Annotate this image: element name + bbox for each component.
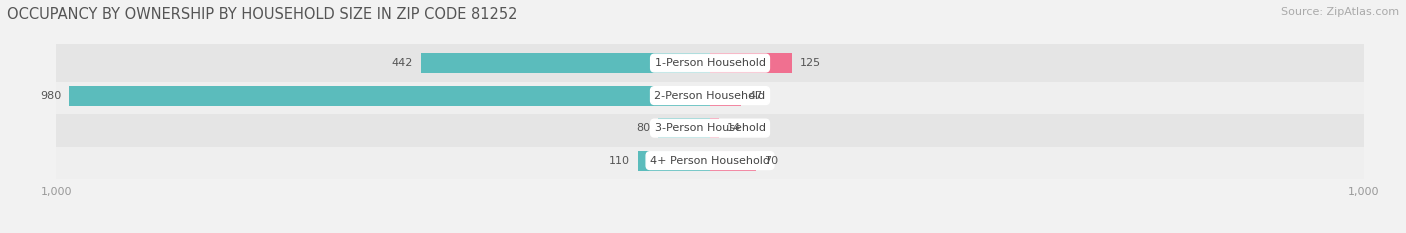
Bar [638,151,710,171]
Bar [420,53,710,73]
Text: 70: 70 [763,156,778,166]
Bar [710,118,720,138]
Text: 442: 442 [392,58,413,68]
Bar [710,53,792,73]
Text: 110: 110 [609,156,630,166]
Text: 80: 80 [636,123,650,133]
Text: 14: 14 [727,123,741,133]
Bar [0,45,1406,82]
Text: 2-Person Household: 2-Person Household [654,91,766,101]
Text: OCCUPANCY BY OWNERSHIP BY HOUSEHOLD SIZE IN ZIP CODE 81252: OCCUPANCY BY OWNERSHIP BY HOUSEHOLD SIZE… [7,7,517,22]
Text: 125: 125 [800,58,821,68]
Bar [710,151,756,171]
Bar [0,77,1406,114]
Text: Source: ZipAtlas.com: Source: ZipAtlas.com [1281,7,1399,17]
Text: 980: 980 [41,91,62,101]
Bar [658,118,710,138]
Text: 4+ Person Household: 4+ Person Household [650,156,770,166]
Bar [0,142,1406,179]
Bar [69,86,710,106]
Bar [710,86,741,106]
Text: 1-Person Household: 1-Person Household [655,58,765,68]
Text: 3-Person Household: 3-Person Household [655,123,765,133]
Bar [0,110,1406,147]
Text: 47: 47 [748,91,763,101]
